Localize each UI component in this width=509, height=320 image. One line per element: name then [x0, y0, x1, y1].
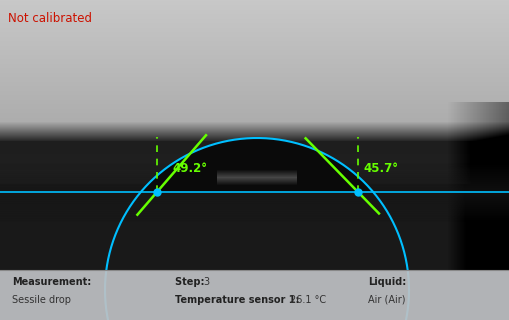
- Text: Step:: Step:: [175, 277, 208, 287]
- Text: 49.2°: 49.2°: [172, 162, 207, 175]
- Text: Temperature sensor 1:: Temperature sensor 1:: [175, 295, 299, 305]
- Text: 45.7°: 45.7°: [363, 162, 398, 175]
- Text: Air (Air): Air (Air): [368, 295, 406, 305]
- Text: 3: 3: [203, 277, 209, 287]
- Text: Sessile drop: Sessile drop: [12, 295, 71, 305]
- Text: Measurement:: Measurement:: [12, 277, 91, 287]
- Text: 26.1 °C: 26.1 °C: [290, 295, 326, 305]
- Bar: [0, 270, 509, 320]
- Text: Not calibrated: Not calibrated: [8, 12, 92, 25]
- Text: Liquid:: Liquid:: [368, 277, 406, 287]
